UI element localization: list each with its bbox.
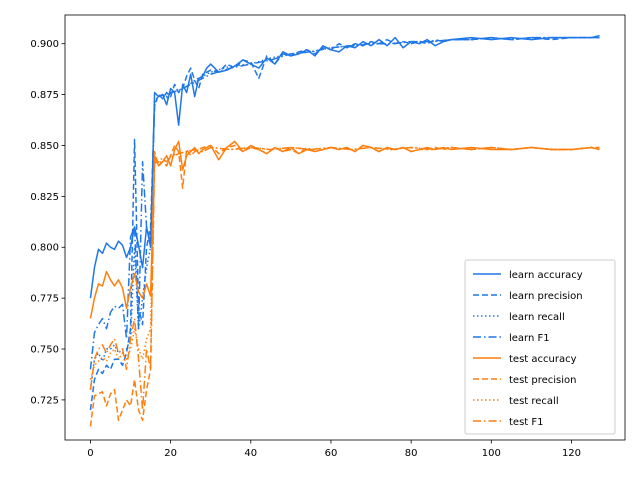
legend-label-test-accuracy: test accuracy	[509, 354, 577, 365]
series-line-learn-precision	[89, 36, 600, 411]
plot-frame	[64, 14, 626, 441]
legend-label-learn-precision: learn precision	[509, 291, 583, 302]
legend-label-test-f1: test F1	[509, 417, 544, 428]
x-tick-label: 20	[164, 448, 177, 459]
legend-label-learn-recall: learn recall	[509, 312, 565, 323]
x-tick-label: 60	[325, 448, 338, 459]
y-tick-label: 0.875	[30, 90, 59, 101]
axes-layer: 0 20 40 60 80 100 120 0.725 0.750 0.775 0.800 0.825…	[30, 14, 626, 459]
y-tick-label: 0.775	[30, 294, 59, 305]
x-tick-label: 40	[244, 448, 257, 459]
y-tick-label: 0.850	[30, 141, 59, 152]
y-tick-label: 0.900	[30, 39, 59, 50]
legend-label-learn-accuracy: learn accuracy	[509, 270, 583, 281]
y-tick-label: 0.825	[30, 192, 59, 203]
legend-label-test-precision: test precision	[509, 375, 577, 386]
y-tick-label: 0.725	[30, 395, 59, 406]
legend-label-learn-f1: learn F1	[509, 333, 550, 344]
x-tick-label: 80	[405, 448, 418, 459]
x-tick-label: 100	[482, 448, 501, 459]
series-line-learn-f1	[89, 36, 600, 370]
series-layer	[89, 34, 600, 427]
legend: learn accuracy learn precision learn recal…	[464, 259, 616, 435]
y-tick-label: 0.800	[30, 243, 59, 254]
legend-box	[464, 259, 616, 435]
x-tick-label: 0	[87, 448, 93, 459]
legend-label-test-recall: test recall	[509, 396, 559, 407]
x-tick-label: 120	[562, 448, 581, 459]
series-line-test-f1	[89, 146, 600, 411]
y-tick-label: 0.750	[30, 345, 59, 356]
